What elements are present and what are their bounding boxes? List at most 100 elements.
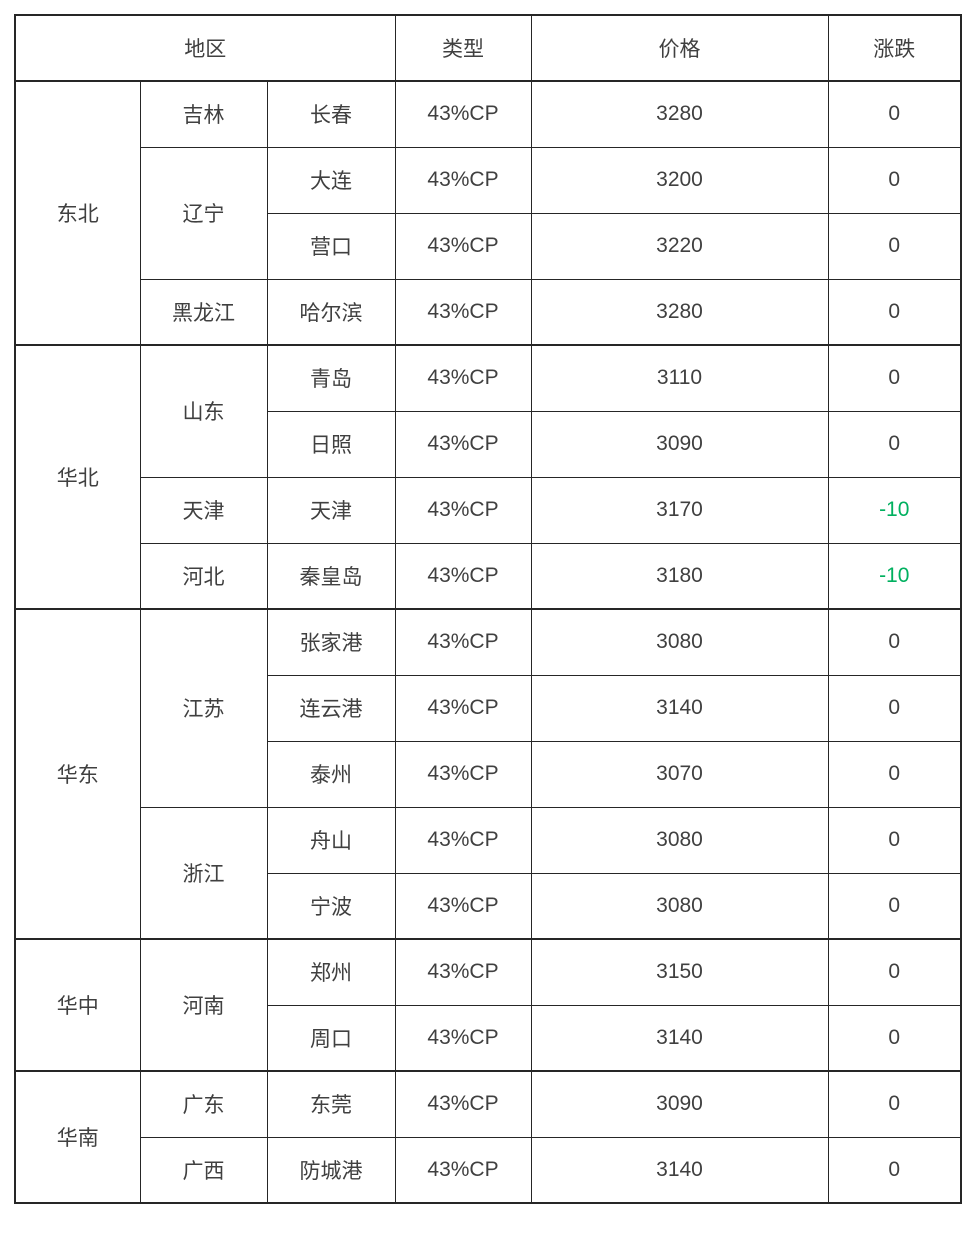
table-row: 黑龙江 哈尔滨 43%CP 3280 0 <box>15 278 962 346</box>
change-cell: 0 <box>827 740 962 808</box>
table-row: 泰州 43%CP 3070 0 <box>15 740 962 808</box>
province-cell: 山东 <box>139 344 268 478</box>
city-cell: 东莞 <box>266 1070 396 1138</box>
table-row: 东北 吉林 长春 43%CP 3280 0 <box>14 80 962 346</box>
province-cell: 河北 <box>139 542 268 610</box>
type-cell: 43%CP <box>394 476 532 544</box>
city-cell: 周口 <box>266 1004 396 1072</box>
change-cell: -10 <box>827 542 962 610</box>
price-cell: 3080 <box>530 608 829 676</box>
type-cell: 43%CP <box>394 1070 532 1138</box>
header-change: 涨跌 <box>827 14 962 82</box>
type-cell: 43%CP <box>394 674 532 742</box>
price-table: 地区 类型 价格 涨跌 东北 吉林 长春 43%CP 3280 0 辽宁 大连 … <box>14 14 962 1204</box>
price-cell: 3070 <box>530 740 829 808</box>
city-cell: 大连 <box>266 146 396 214</box>
change-cell: 0 <box>827 1004 962 1072</box>
type-cell: 43%CP <box>394 146 532 214</box>
table-row: 华北 山东 青岛 43%CP 3110 0 <box>14 344 962 610</box>
change-cell: 0 <box>827 872 962 940</box>
type-cell: 43%CP <box>394 872 532 940</box>
header-price: 价格 <box>530 14 829 82</box>
price-cell: 3280 <box>530 80 829 148</box>
city-cell: 防城港 <box>266 1136 396 1204</box>
price-cell: 3140 <box>530 1004 829 1072</box>
price-cell: 3180 <box>530 542 829 610</box>
city-cell: 张家港 <box>266 608 396 676</box>
price-cell: 3280 <box>530 278 829 346</box>
table-row: 营口 43%CP 3220 0 <box>15 212 962 280</box>
change-cell: 0 <box>827 212 962 280</box>
city-cell: 天津 <box>266 476 396 544</box>
region-cell: 华中 <box>14 938 141 1072</box>
table-row: 周口 43%CP 3140 0 <box>15 1004 962 1072</box>
price-cell: 3090 <box>530 1070 829 1138</box>
province-cell: 江苏 <box>139 608 268 808</box>
type-cell: 43%CP <box>394 278 532 346</box>
change-cell: 0 <box>827 146 962 214</box>
province-cell: 吉林 <box>139 80 268 148</box>
header-type: 类型 <box>394 14 532 82</box>
province-cell: 广东 <box>139 1070 268 1138</box>
table-row: 辽宁 大连 43%CP 3200 0 <box>15 146 962 280</box>
province-cell: 黑龙江 <box>139 278 268 346</box>
price-cell: 3150 <box>530 938 829 1006</box>
change-cell: -10 <box>827 476 962 544</box>
province-cell: 辽宁 <box>139 146 268 280</box>
city-cell: 宁波 <box>266 872 396 940</box>
header-row: 地区 类型 价格 涨跌 <box>14 14 962 82</box>
city-cell: 日照 <box>266 410 396 478</box>
table-row: 宁波 43%CP 3080 0 <box>15 872 962 940</box>
table-row: 广西 防城港 43%CP 3140 0 <box>15 1136 962 1204</box>
province-cell: 浙江 <box>139 806 268 940</box>
price-cell: 3220 <box>530 212 829 280</box>
price-cell: 3110 <box>530 344 829 412</box>
city-cell: 哈尔滨 <box>266 278 396 346</box>
price-cell: 3080 <box>530 872 829 940</box>
table-row: 天津 天津 43%CP 3170 -10 <box>15 476 962 544</box>
header-region: 地区 <box>14 14 396 82</box>
type-cell: 43%CP <box>394 80 532 148</box>
table-row: 华南 广东 东莞 43%CP 3090 0 <box>14 1070 962 1204</box>
change-cell: 0 <box>827 410 962 478</box>
region-cell: 东北 <box>14 80 141 346</box>
table-row: 连云港 43%CP 3140 0 <box>15 674 962 742</box>
price-cell: 3200 <box>530 146 829 214</box>
city-cell: 郑州 <box>266 938 396 1006</box>
change-cell: 0 <box>827 344 962 412</box>
price-cell: 3090 <box>530 410 829 478</box>
type-cell: 43%CP <box>394 212 532 280</box>
city-cell: 舟山 <box>266 806 396 874</box>
region-cell: 华东 <box>14 608 141 940</box>
change-cell: 0 <box>827 608 962 676</box>
type-cell: 43%CP <box>394 344 532 412</box>
table-row: 日照 43%CP 3090 0 <box>15 410 962 478</box>
change-cell: 0 <box>827 1070 962 1138</box>
city-cell: 泰州 <box>266 740 396 808</box>
change-cell: 0 <box>827 1136 962 1204</box>
type-cell: 43%CP <box>394 410 532 478</box>
change-cell: 0 <box>827 80 962 148</box>
price-cell: 3080 <box>530 806 829 874</box>
change-cell: 0 <box>827 938 962 1006</box>
city-cell: 长春 <box>266 80 396 148</box>
province-cell: 广西 <box>139 1136 268 1204</box>
city-cell: 营口 <box>266 212 396 280</box>
type-cell: 43%CP <box>394 1004 532 1072</box>
type-cell: 43%CP <box>394 608 532 676</box>
region-cell: 华南 <box>14 1070 141 1204</box>
city-cell: 连云港 <box>266 674 396 742</box>
table-row: 华东 江苏 张家港 43%CP 3080 0 <box>14 608 962 940</box>
price-cell: 3140 <box>530 1136 829 1204</box>
change-cell: 0 <box>827 278 962 346</box>
type-cell: 43%CP <box>394 806 532 874</box>
change-cell: 0 <box>827 806 962 874</box>
table-row: 河北 秦皇岛 43%CP 3180 -10 <box>15 542 962 610</box>
type-cell: 43%CP <box>394 938 532 1006</box>
type-cell: 43%CP <box>394 740 532 808</box>
type-cell: 43%CP <box>394 542 532 610</box>
table-row: 浙江 舟山 43%CP 3080 0 <box>15 806 962 940</box>
province-cell: 天津 <box>139 476 268 544</box>
region-cell: 华北 <box>14 344 141 610</box>
price-cell: 3170 <box>530 476 829 544</box>
